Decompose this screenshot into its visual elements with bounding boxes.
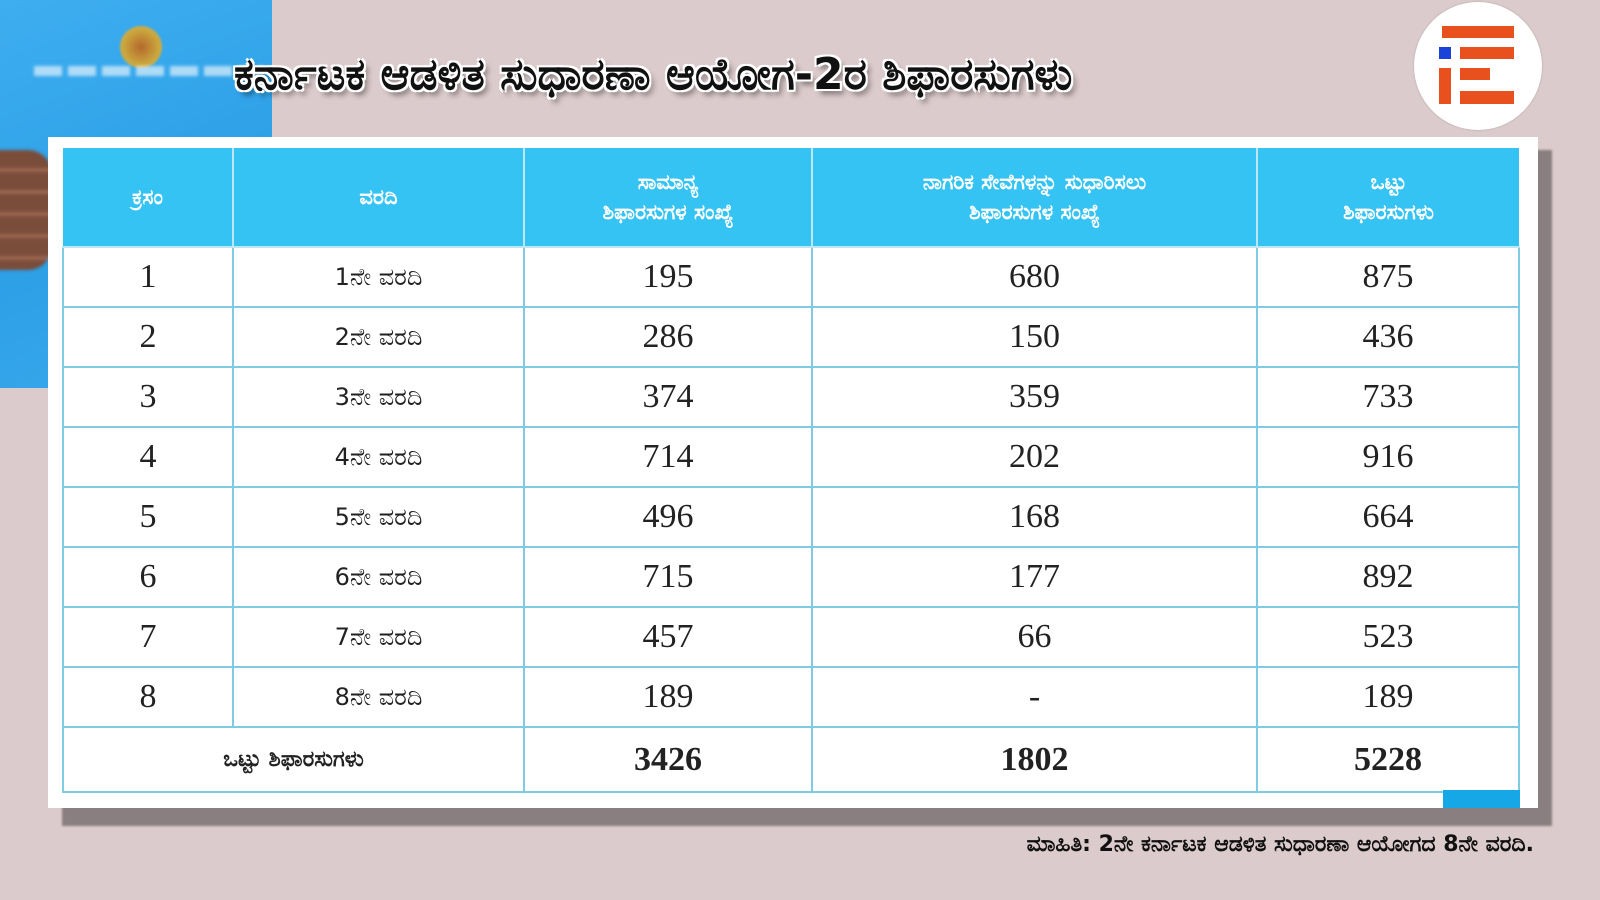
cell-total: 916 <box>1256 426 1520 488</box>
hand-image <box>0 150 52 270</box>
cell-sno: 3 <box>62 366 234 428</box>
cell-sno: 8 <box>62 666 234 728</box>
cell-general: 195 <box>523 246 813 308</box>
brand-logo <box>1414 2 1542 130</box>
cell-report: 1ನೇ ವರದಿ <box>232 246 525 308</box>
cell-sno: 4 <box>62 426 234 488</box>
table-row: 2 2ನೇ ವರದಿ 286 150 436 <box>62 306 1520 368</box>
cell-citizen-services: 66 <box>811 606 1258 668</box>
logo-bar-4 <box>1460 91 1514 104</box>
source-note: ಮಾಹಿತಿ: 2ನೇ ಕರ್ನಾಟಕ ಆಡಳಿತ ಸುಧಾರಣಾ ಆಯೋಗದ … <box>1026 832 1534 857</box>
cell-report: 7ನೇ ವರದಿ <box>232 606 525 668</box>
totals-row: ಒಟ್ಟು ಶಿಫಾರಸುಗಳು 3426 1802 5228 <box>62 726 1520 793</box>
logo-bar-top <box>1442 26 1514 38</box>
table-card: ಕ್ರಸಂ ವರದಿ ಸಾಮಾನ್ಯ ಶಿಫಾರಸುಗಳ ಸಂಖ್ಯೆ ನಾಗರ… <box>48 137 1538 808</box>
cell-general: 715 <box>523 546 813 608</box>
totals-total: 5228 <box>1256 726 1520 793</box>
cell-report: 8ನೇ ವರದಿ <box>232 666 525 728</box>
cell-citizen-services: 680 <box>811 246 1258 308</box>
logo-bar-2 <box>1460 47 1514 59</box>
table-row: 4 4ನೇ ವರದಿ 714 202 916 <box>62 426 1520 488</box>
logo-dot-icon <box>1439 47 1451 59</box>
header-sno: ಕ್ರಸಂ <box>63 148 234 248</box>
cell-citizen-services: 177 <box>811 546 1258 608</box>
page-title: ಕರ್ನಾಟಕ ಆಡಳಿತ ಸುಧಾರಣಾ ಆಯೋಗ-2ರ ಶಿಫಾರಸುಗಳು <box>234 49 1073 100</box>
cell-report: 4ನೇ ವರದಿ <box>232 426 525 488</box>
cell-general: 286 <box>523 306 813 368</box>
cell-citizen-services: - <box>811 666 1258 728</box>
table-row: 8 8ನೇ ವರದಿ 189 - 189 <box>62 666 1520 728</box>
cell-report: 5ನೇ ವರದಿ <box>232 486 525 548</box>
header-general: ಸಾಮಾನ್ಯ ಶಿಫಾರಸುಗಳ ಸಂಖ್ಯೆ <box>523 148 813 248</box>
cell-total: 892 <box>1256 546 1520 608</box>
karnataka-emblem-icon <box>120 26 162 68</box>
cell-total: 436 <box>1256 306 1520 368</box>
logo-bar-3 <box>1460 68 1490 80</box>
cell-sno: 6 <box>62 546 234 608</box>
totals-citizen-services: 1802 <box>811 726 1258 793</box>
accent-bar <box>1443 790 1520 808</box>
table-row: 7 7ನೇ ವರದಿ 457 66 523 <box>62 606 1520 668</box>
table-row: 3 3ನೇ ವರದಿ 374 359 733 <box>62 366 1520 428</box>
table-row: 1 1ನೇ ವರದಿ 195 680 875 <box>62 246 1520 308</box>
table-row: 5 5ನೇ ವರದಿ 496 168 664 <box>62 486 1520 548</box>
header-report: ವರದಿ <box>232 148 525 248</box>
cell-citizen-services: 359 <box>811 366 1258 428</box>
cell-citizen-services: 168 <box>811 486 1258 548</box>
cell-report: 6ನೇ ವರದಿ <box>232 546 525 608</box>
cell-general: 714 <box>523 426 813 488</box>
logo-stem <box>1439 68 1451 104</box>
cell-sno: 5 <box>62 486 234 548</box>
totals-label: ಒಟ್ಟು ಶಿಫಾರಸುಗಳು <box>62 726 525 793</box>
cell-total: 189 <box>1256 666 1520 728</box>
cell-total: 875 <box>1256 246 1520 308</box>
totals-general: 3426 <box>523 726 813 793</box>
cell-total: 664 <box>1256 486 1520 548</box>
table-header-row: ಕ್ರಸಂ ವರದಿ ಸಾಮಾನ್ಯ ಶಿಫಾರಸುಗಳ ಸಂಖ್ಯೆ ನಾಗರ… <box>63 148 1519 248</box>
header-total: ಒಟ್ಟು ಶಿಫಾರಸುಗಳು <box>1256 148 1519 248</box>
header-citizen-services: ನಾಗರಿಕ ಸೇವೆಗಳನ್ನು ಸುಧಾರಿಸಲು ಶಿಫಾರಸುಗಳ ಸಂ… <box>811 148 1258 248</box>
cell-report: 3ನೇ ವರದಿ <box>232 366 525 428</box>
cell-general: 189 <box>523 666 813 728</box>
recommendations-table: ಕ್ರಸಂ ವರದಿ ಸಾಮಾನ್ಯ ಶಿಫಾರಸುಗಳ ಸಂಖ್ಯೆ ನಾಗರ… <box>62 148 1520 793</box>
cell-general: 457 <box>523 606 813 668</box>
cell-general: 496 <box>523 486 813 548</box>
cell-general: 374 <box>523 366 813 428</box>
cell-sno: 7 <box>62 606 234 668</box>
cell-sno: 2 <box>62 306 234 368</box>
cell-total: 523 <box>1256 606 1520 668</box>
cover-caption-blur <box>34 66 264 76</box>
cell-sno: 1 <box>62 246 234 308</box>
cell-total: 733 <box>1256 366 1520 428</box>
cell-citizen-services: 202 <box>811 426 1258 488</box>
table-row: 6 6ನೇ ವರದಿ 715 177 892 <box>62 546 1520 608</box>
cell-report: 2ನೇ ವರದಿ <box>232 306 525 368</box>
cell-citizen-services: 150 <box>811 306 1258 368</box>
